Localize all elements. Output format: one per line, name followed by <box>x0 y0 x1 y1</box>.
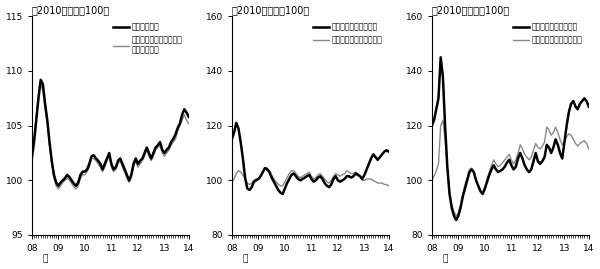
Text: 年: 年 <box>443 254 448 263</box>
Text: （2010年平均＝100）: （2010年平均＝100） <box>432 6 510 16</box>
Text: 年: 年 <box>43 254 49 263</box>
Text: （2010年平均＝100）: （2010年平均＝100） <box>32 6 110 16</box>
Legend: 国内企業物価, （参考）連鎖方式による
国内企業物価: 国内企業物価, （参考）連鎖方式による 国内企業物価 <box>111 20 185 57</box>
Legend: 輸出物価（円ベース）, 輸出物価（契約ベース）: 輸出物価（円ベース）, 輸出物価（契約ベース） <box>311 20 385 47</box>
Text: （2010年平均＝100）: （2010年平均＝100） <box>232 6 310 16</box>
Text: 年: 年 <box>243 254 248 263</box>
Legend: 輸入物価（円ベース）, 輸入物価（契約ベース）: 輸入物価（円ベース）, 輸入物価（契約ベース） <box>511 20 585 47</box>
